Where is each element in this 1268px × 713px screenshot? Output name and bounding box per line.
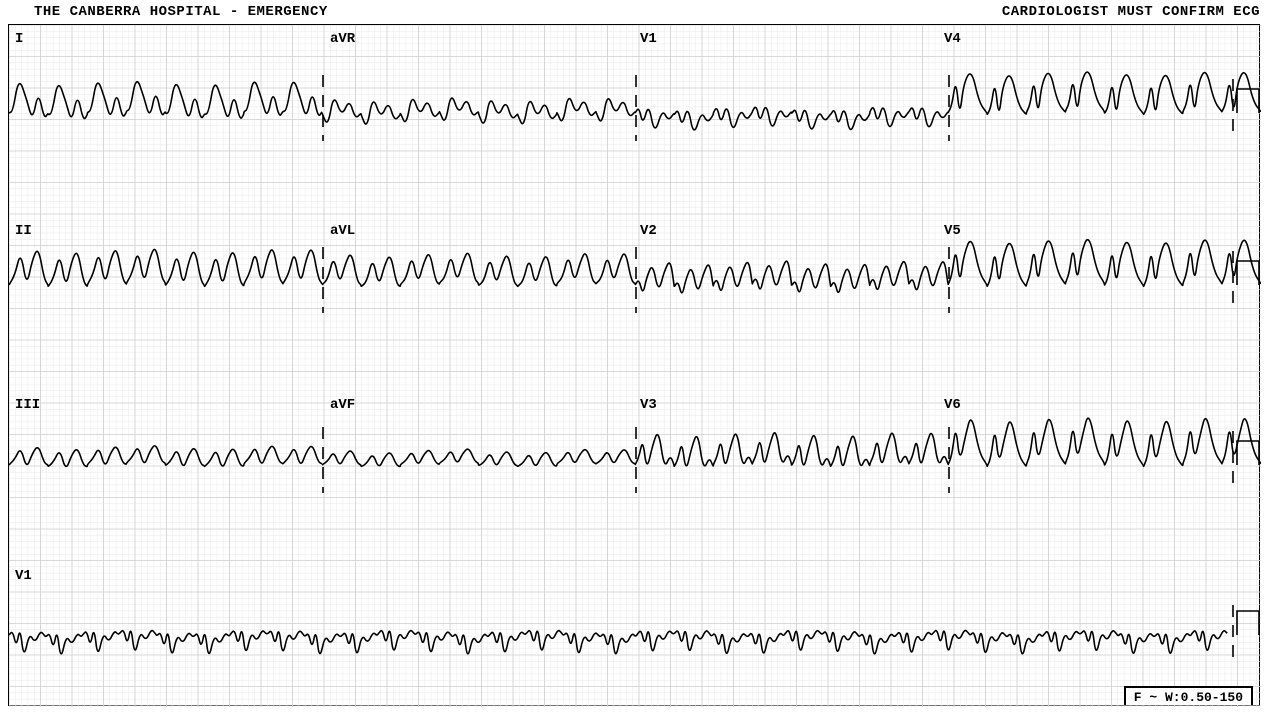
lead-label-avr: aVR [330,31,355,47]
lead-label-v5: V5 [944,223,961,239]
trace-v6 [948,418,1261,466]
header: THE CANBERRA HOSPITAL - EMERGENCY CARDIO… [0,4,1268,24]
trace-v4 [948,72,1261,114]
trace-iii [9,446,322,467]
lead-label-iii: III [15,397,40,413]
ecg-grid-area: IaVR V1 V4 II aVL V2 V5 III aVF V3 V6 V1 F ~ W:0.50… [8,24,1260,706]
trace-v1 [635,107,948,129]
header-left: THE CANBERRA HOSPITAL - EMERGENCY [34,4,328,20]
lead-label-avf: aVF [330,397,355,413]
lead-label-avl: aVL [330,223,355,239]
trace-avf [322,449,635,466]
lead-label-v1: V1 [640,31,657,47]
lead-label-v3: V3 [640,397,657,413]
trace-ii [9,249,322,286]
trace-avr [322,98,635,124]
trace-v5 [948,240,1261,287]
trace-v3 [635,433,948,467]
lead-label-ii: II [15,223,32,239]
lead-label-v4: V4 [944,31,961,47]
lead-label-i: I [15,31,23,47]
lead-label-v6: V6 [944,397,961,413]
lead-label-rhythm-v1: V1 [15,568,32,584]
header-right: CARDIOLOGIST MUST CONFIRM ECG [1002,4,1260,20]
ecg-chart [9,25,1261,707]
filter-settings-box: F ~ W:0.50-150 [1124,686,1253,705]
lead-label-v2: V2 [640,223,657,239]
